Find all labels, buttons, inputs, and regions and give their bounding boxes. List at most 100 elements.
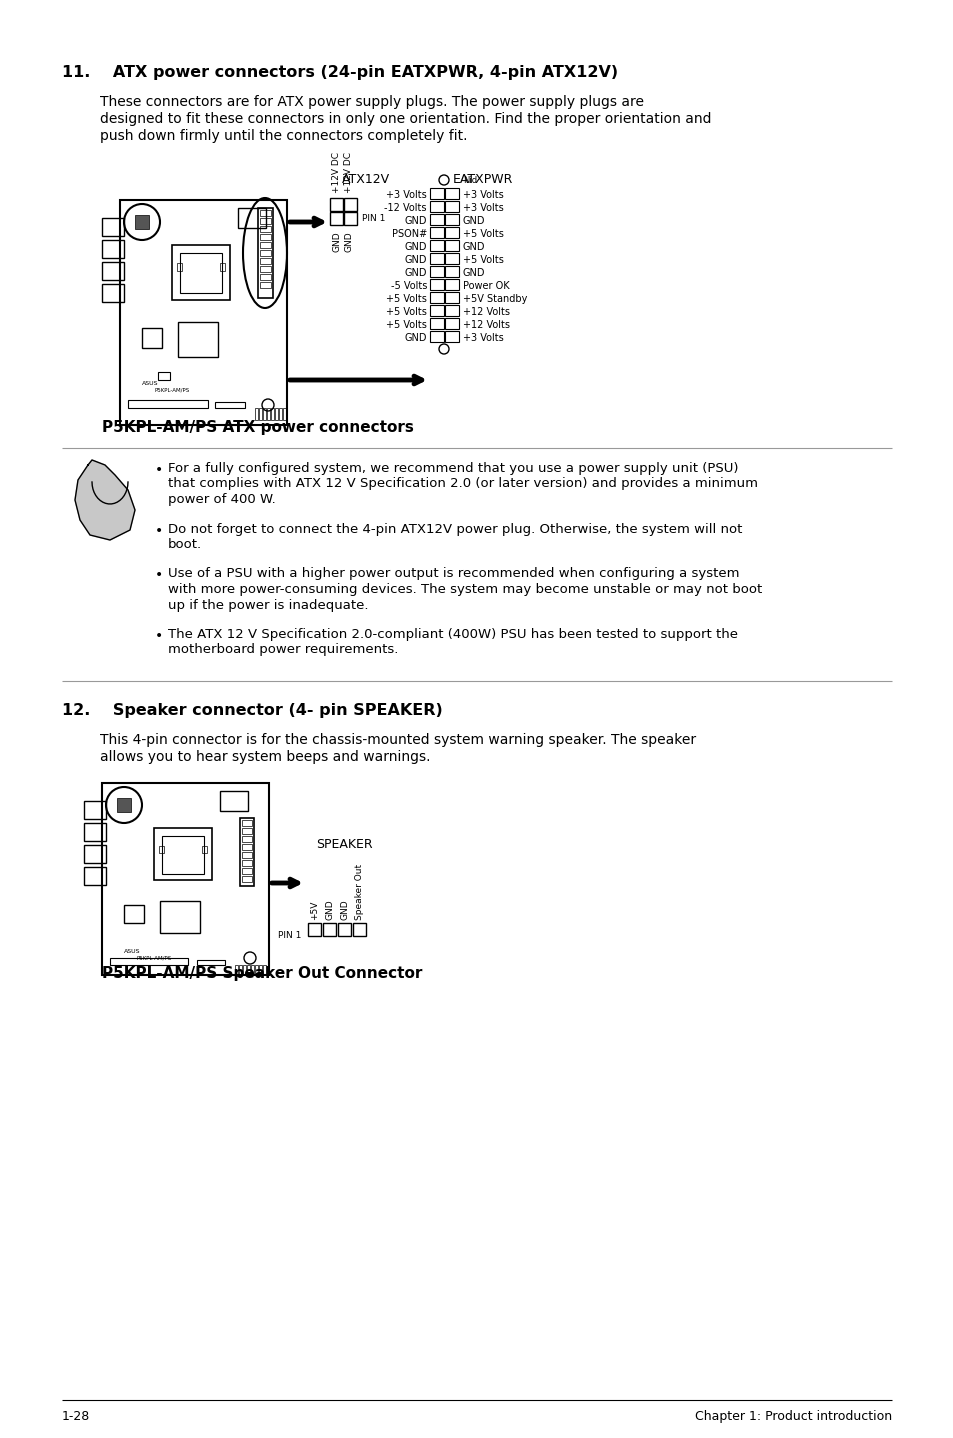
Text: GND: GND	[404, 267, 427, 278]
Bar	[260, 234, 271, 240]
Bar	[260, 250, 271, 256]
Text: allows you to hear system beeps and warnings.: allows you to hear system beeps and warn…	[100, 751, 430, 764]
Text: Power OK: Power OK	[462, 280, 509, 290]
Text: Do not forget to connect the 4-pin ATX12V power plug. Otherwise, the system will: Do not forget to connect the 4-pin ATX12…	[168, 522, 741, 535]
Bar	[102, 283, 124, 302]
Bar	[430, 253, 443, 265]
Text: EATXPWR: EATXPWR	[453, 173, 513, 186]
Bar	[271, 408, 274, 420]
Bar	[247, 965, 250, 975]
Bar	[330, 211, 343, 224]
Text: GND: GND	[325, 899, 335, 920]
Text: +12V DC: +12V DC	[333, 152, 341, 193]
Text: that complies with ATX 12 V Specification 2.0 (or later version) and provides a : that complies with ATX 12 V Specificatio…	[168, 477, 758, 490]
Bar	[430, 318, 443, 329]
Bar	[260, 282, 271, 288]
Bar	[220, 263, 225, 270]
Bar	[444, 240, 458, 252]
Bar	[242, 828, 252, 834]
Bar	[263, 965, 266, 975]
Bar	[430, 214, 443, 224]
Bar	[220, 791, 248, 811]
Bar	[84, 823, 106, 841]
Bar	[337, 923, 351, 936]
Bar	[260, 242, 271, 247]
Text: +3 Volts: +3 Volts	[462, 190, 503, 200]
Bar	[239, 965, 242, 975]
Bar	[308, 923, 320, 936]
Text: GND: GND	[344, 232, 354, 252]
Bar	[430, 266, 443, 278]
Bar	[128, 400, 208, 408]
Text: Use of a PSU with a higher power output is recommended when configuring a system: Use of a PSU with a higher power output …	[168, 568, 739, 581]
Bar	[102, 262, 124, 280]
Bar	[120, 200, 287, 426]
Bar	[278, 408, 282, 420]
Bar	[102, 784, 269, 975]
Bar	[258, 965, 262, 975]
Bar	[430, 201, 443, 211]
Bar	[444, 266, 458, 278]
Bar	[124, 905, 144, 923]
Bar	[260, 210, 271, 216]
Bar	[258, 408, 262, 420]
Text: •: •	[154, 568, 163, 582]
Bar	[102, 219, 124, 236]
Text: GND: GND	[404, 255, 427, 265]
Bar	[344, 211, 356, 224]
Bar	[160, 902, 200, 933]
Text: GND: GND	[404, 216, 427, 226]
Bar	[353, 923, 366, 936]
Bar	[444, 201, 458, 211]
Text: ATX12V: ATX12V	[341, 173, 390, 186]
Text: +5 Volts: +5 Volts	[386, 321, 427, 329]
Text: -12 Volts: -12 Volts	[384, 203, 427, 213]
Text: 12.    Speaker connector (4- pin SPEAKER): 12. Speaker connector (4- pin SPEAKER)	[62, 703, 442, 718]
Bar	[242, 851, 252, 858]
Bar	[444, 188, 458, 198]
Text: SPEAKER: SPEAKER	[315, 838, 373, 851]
Text: designed to fit these connectors in only one orientation. Find the proper orient: designed to fit these connectors in only…	[100, 112, 711, 127]
Bar	[444, 253, 458, 265]
Bar	[242, 835, 252, 843]
Text: GND: GND	[404, 242, 427, 252]
Text: 1-28: 1-28	[62, 1411, 91, 1424]
Text: up if the power is inadequate.: up if the power is inadequate.	[168, 598, 368, 611]
Bar	[430, 279, 443, 290]
Bar	[254, 965, 257, 975]
Text: +12 Volts: +12 Volts	[462, 321, 510, 329]
Text: +5 Volts: +5 Volts	[462, 229, 503, 239]
Text: +3 Volts: +3 Volts	[462, 203, 503, 213]
Bar	[254, 408, 257, 420]
Bar	[135, 216, 149, 229]
Text: P5KPL-AM/PS: P5KPL-AM/PS	[154, 387, 190, 393]
Bar	[202, 846, 207, 853]
Text: +3 Volts: +3 Volts	[462, 334, 503, 344]
Bar	[430, 240, 443, 252]
Text: +5 Volts: +5 Volts	[386, 293, 427, 303]
Bar	[234, 965, 237, 975]
Bar	[444, 292, 458, 303]
Bar	[344, 198, 356, 211]
Text: •: •	[154, 463, 163, 477]
Bar	[260, 266, 271, 272]
Bar	[430, 305, 443, 316]
Text: push down firmly until the connectors completely fit.: push down firmly until the connectors co…	[100, 129, 467, 142]
Bar	[84, 801, 106, 820]
Text: boot.: boot.	[168, 538, 202, 551]
Bar	[142, 328, 162, 348]
Bar	[323, 923, 335, 936]
Text: PSON#: PSON#	[392, 229, 427, 239]
Text: PIN 1: PIN 1	[277, 930, 301, 940]
Bar	[177, 263, 182, 270]
Bar	[260, 219, 271, 224]
Bar	[274, 408, 277, 420]
Bar	[260, 275, 271, 280]
Bar	[267, 408, 270, 420]
Text: motherboard power requirements.: motherboard power requirements.	[168, 643, 398, 657]
Text: power of 400 W.: power of 400 W.	[168, 493, 275, 506]
Text: For a fully configured system, we recommend that you use a power supply unit (PS: For a fully configured system, we recomm…	[168, 462, 738, 475]
Bar	[260, 226, 271, 232]
Text: Speaker Out: Speaker Out	[355, 864, 364, 920]
Bar	[330, 198, 343, 211]
